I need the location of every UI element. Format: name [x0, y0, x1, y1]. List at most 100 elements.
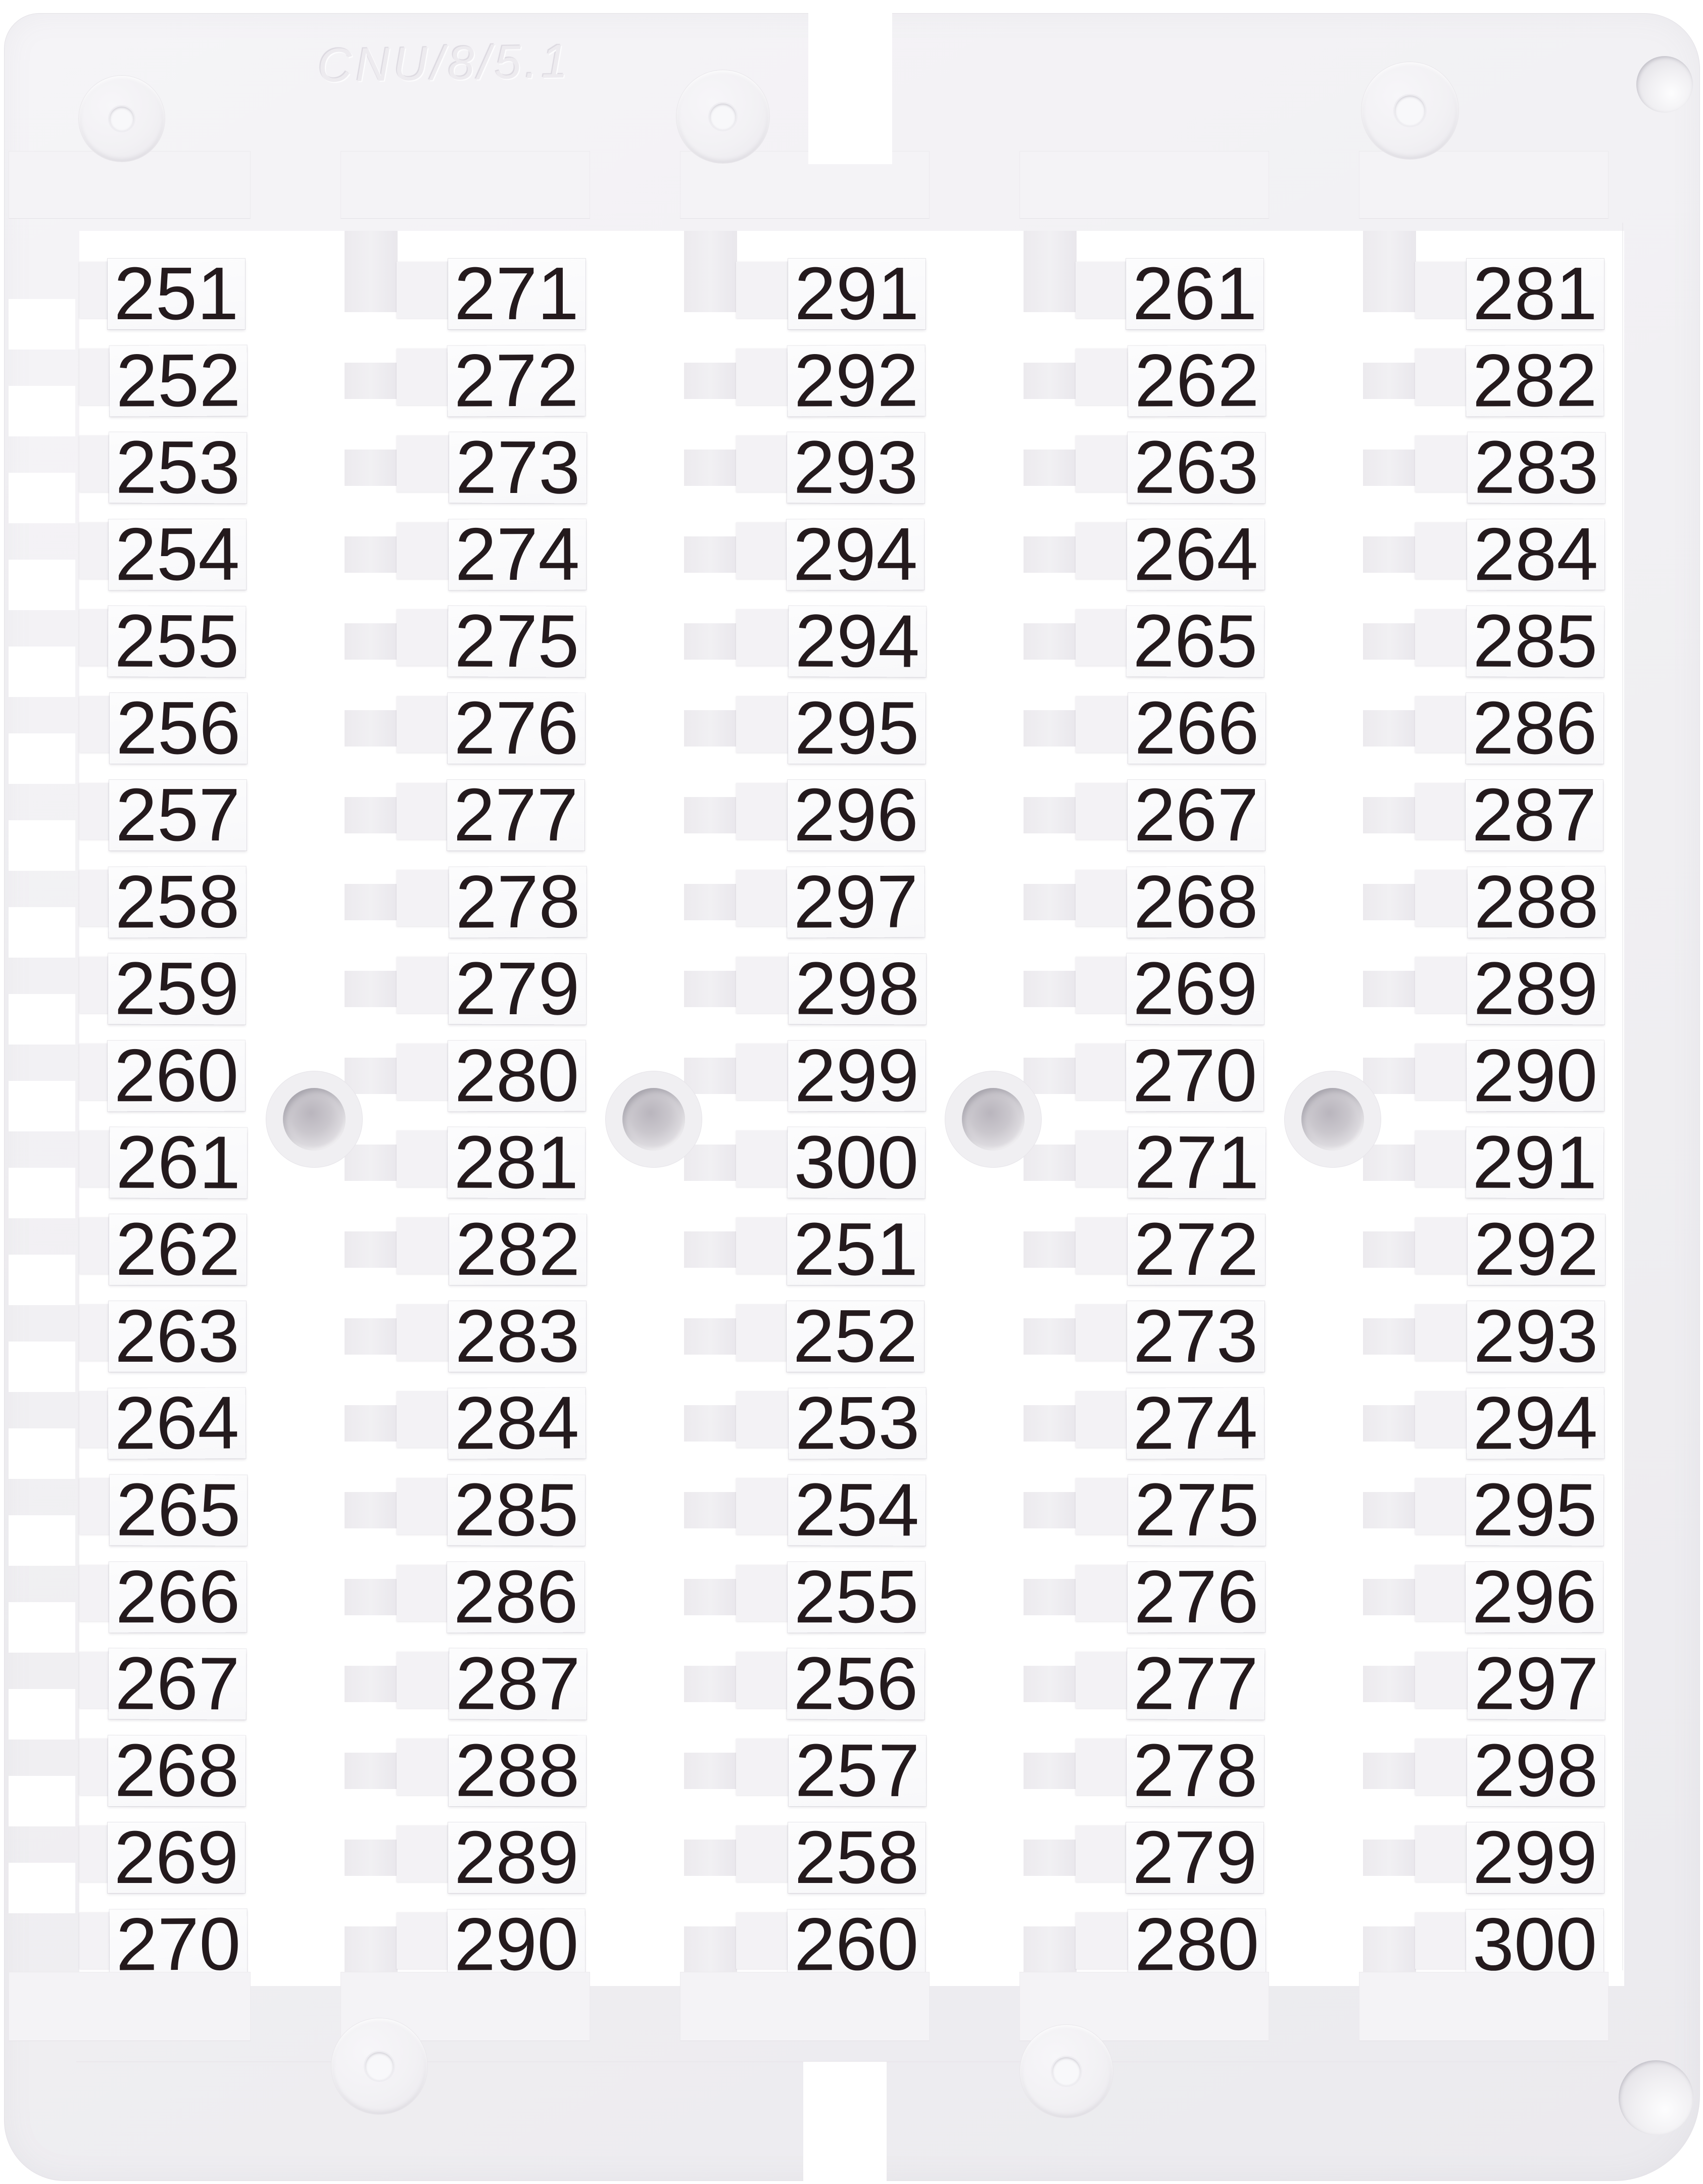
marker-tag: 294 — [1466, 1381, 1604, 1465]
tag-tab — [79, 696, 111, 753]
tag-tab — [1076, 957, 1129, 1013]
tag-number: 298 — [795, 947, 920, 1031]
mount-dimple — [1619, 2060, 1693, 2135]
tag-number: 294 — [793, 512, 918, 597]
tag-number: 278 — [455, 860, 580, 944]
marker-tag: 255 — [787, 1555, 925, 1639]
mount-boss-core — [1395, 95, 1425, 126]
marker-tag: 295 — [1466, 1468, 1604, 1552]
tag-number: 255 — [793, 1555, 919, 1639]
tag-tab — [1415, 1565, 1469, 1621]
tag-tab — [1076, 1565, 1129, 1621]
marker-tag: 278 — [1126, 1729, 1264, 1812]
rail-notch — [1023, 1007, 1079, 1058]
tag-tab — [1076, 1739, 1129, 1795]
rail-notch — [1362, 747, 1418, 797]
tag-tab — [1076, 1478, 1129, 1534]
marker-tag: 300 — [1466, 1902, 1603, 1987]
rail-notch — [683, 1615, 739, 1666]
rail-notch — [344, 486, 400, 536]
marker-tag: 256 — [787, 1642, 925, 1726]
marker-tag: 288 — [448, 1729, 586, 1812]
tag-number: 279 — [454, 947, 580, 1031]
tag-number: 293 — [1473, 1295, 1598, 1378]
marker-tag: 279 — [448, 947, 586, 1031]
tag-tab — [736, 609, 790, 666]
marker-tag: 258 — [108, 860, 247, 944]
rail-notch — [1362, 660, 1418, 710]
marker-tag: 294 — [786, 512, 925, 597]
tag-number: 259 — [114, 947, 239, 1031]
marker-tag: 292 — [1467, 1208, 1605, 1291]
tag-number: 290 — [1472, 1033, 1598, 1118]
marker-tag: 263 — [1127, 426, 1265, 509]
tag-number: 268 — [1133, 860, 1258, 944]
tag-number: 260 — [794, 1902, 919, 1987]
tag-tab — [79, 1565, 111, 1621]
border-notch — [9, 907, 75, 958]
border-notch — [9, 299, 75, 350]
marker-tag: 274 — [448, 513, 587, 596]
tag-tab — [1415, 1044, 1469, 1100]
tag-tab — [1415, 957, 1469, 1013]
marker-tag: 269 — [1126, 947, 1264, 1030]
tag-number: 289 — [1473, 947, 1598, 1031]
tag-number: 262 — [1134, 338, 1259, 423]
marker-tag: 260 — [787, 1902, 926, 1987]
anchor-pad — [680, 1972, 930, 2041]
rail-notch — [683, 833, 739, 884]
tag-tab — [1076, 696, 1129, 753]
tag-tab — [1076, 522, 1129, 579]
tag-number: 265 — [1132, 599, 1258, 683]
tag-tab — [736, 1044, 790, 1100]
tag-number: 260 — [114, 1033, 239, 1118]
rail-notch — [1362, 1355, 1418, 1405]
tag-number: 273 — [455, 425, 580, 510]
tag-number: 294 — [1473, 1381, 1598, 1465]
tag-number: 297 — [1473, 1642, 1599, 1726]
tag-tab — [1076, 1825, 1129, 1882]
tag-number: 264 — [1133, 512, 1258, 597]
tag-number: 275 — [454, 599, 579, 683]
mount-boss-core — [365, 2052, 394, 2080]
marker-tag: 270 — [109, 1902, 247, 1987]
rail-notch — [1023, 1268, 1079, 1318]
strip-hole — [962, 1088, 1025, 1151]
marker-tag: 282 — [1466, 338, 1603, 423]
marker-tag: 298 — [788, 947, 927, 1031]
tag-tab — [79, 1478, 111, 1534]
tag-number: 297 — [793, 860, 918, 944]
tag-number: 268 — [114, 1728, 239, 1813]
tag-number: 257 — [115, 773, 240, 857]
tag-number: 261 — [1132, 252, 1257, 335]
border-notch — [9, 1863, 75, 1913]
rail-notch — [344, 1181, 400, 1231]
tag-tab — [1076, 262, 1129, 318]
rail-notch — [1023, 486, 1079, 536]
tag-number: 292 — [794, 338, 919, 423]
marker-tag: 293 — [1467, 1295, 1604, 1378]
rail-notch — [1362, 1615, 1418, 1666]
tag-tab — [736, 1478, 790, 1534]
strip-hole — [622, 1088, 685, 1151]
tag-number: 266 — [1134, 686, 1259, 770]
rail-notch — [1023, 660, 1079, 710]
tag-tab — [397, 1652, 450, 1708]
tag-number: 284 — [454, 1381, 579, 1465]
marker-tag: 257 — [788, 1729, 927, 1812]
marker-tag: 281 — [447, 1120, 585, 1205]
marker-tag: 264 — [1127, 512, 1264, 597]
tag-tab — [1415, 870, 1469, 926]
tag-tab — [736, 1304, 790, 1361]
tag-number: 256 — [793, 1642, 918, 1726]
tag-number: 275 — [1134, 1468, 1259, 1552]
rail-notch — [683, 660, 739, 710]
tag-tab — [1076, 609, 1129, 666]
rail-notch — [344, 1355, 400, 1405]
tag-tab — [79, 1825, 111, 1882]
tag-tab — [1076, 870, 1129, 926]
tag-tab — [1415, 262, 1469, 318]
rail-notch — [1023, 399, 1079, 450]
tag-tab — [736, 1652, 790, 1708]
rail-notch — [344, 399, 400, 450]
